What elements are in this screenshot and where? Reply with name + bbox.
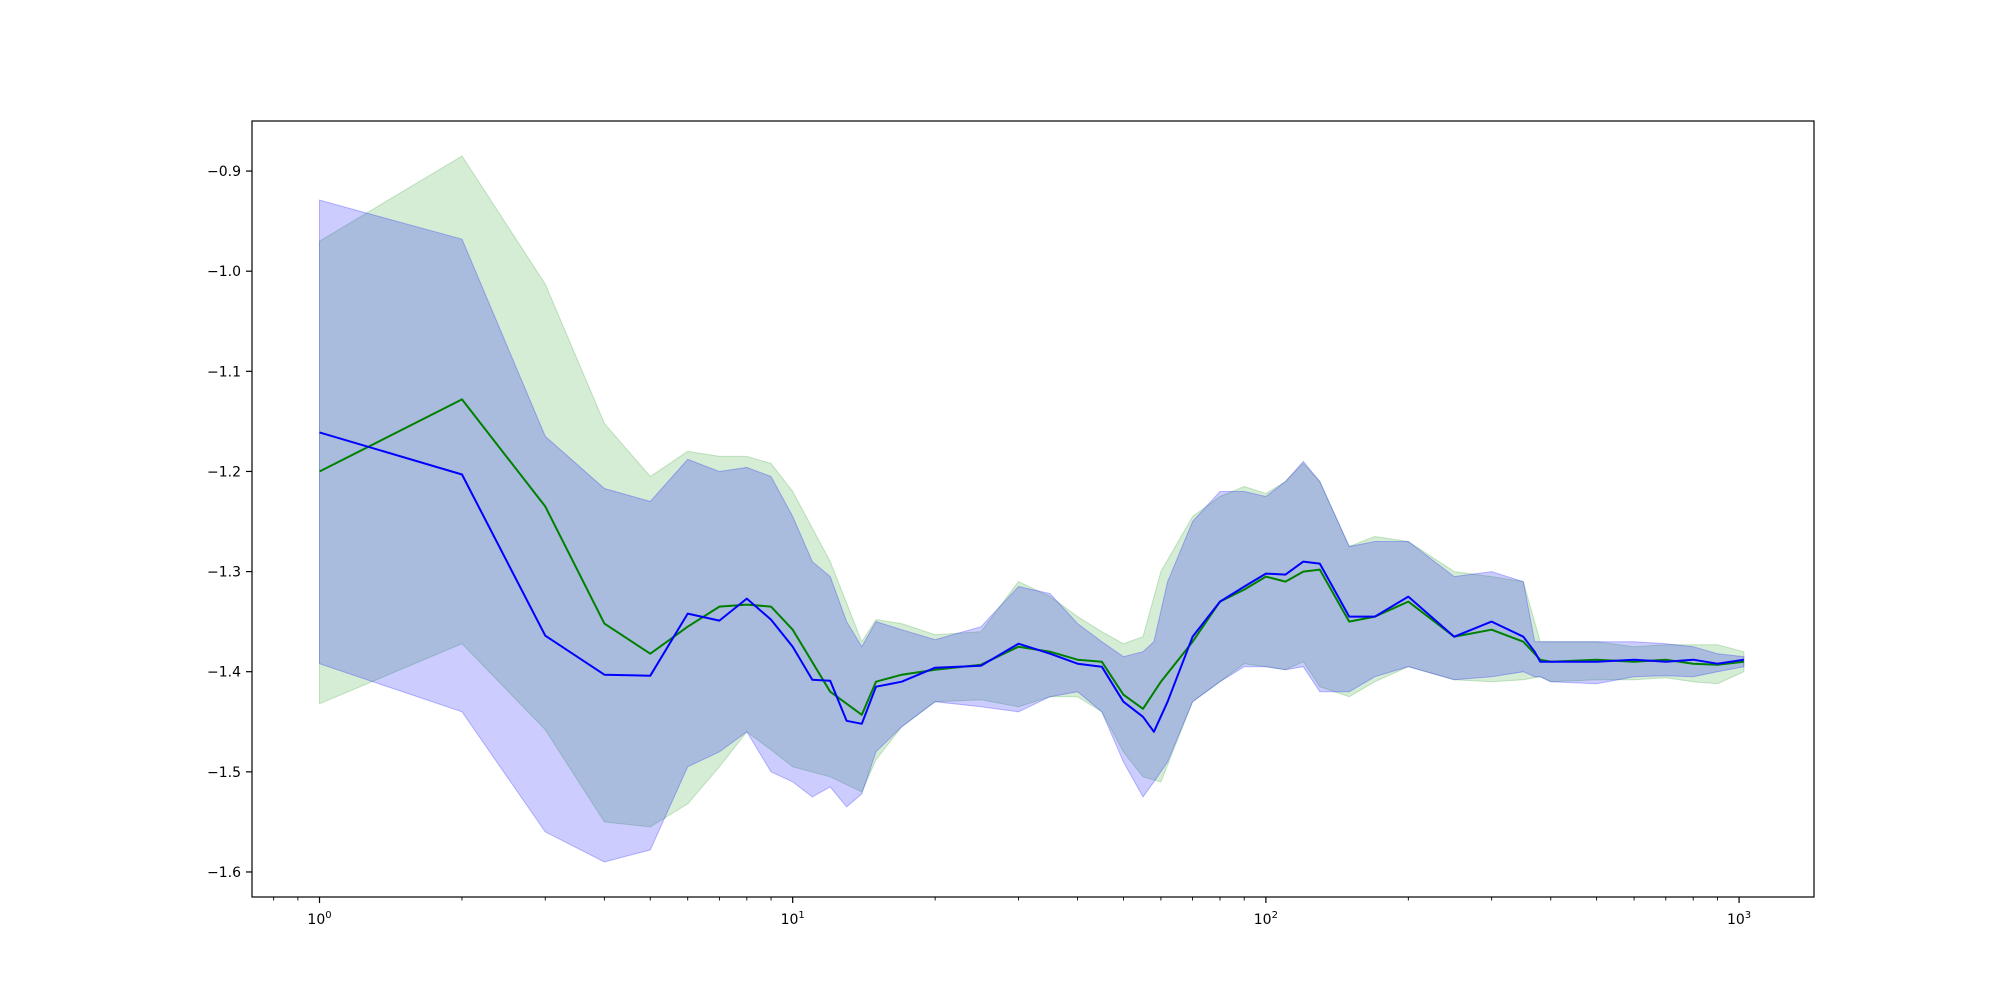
- y-tick-label: −1.6: [207, 865, 241, 881]
- plot-area-frame: [251, 120, 1815, 898]
- series-1-band: [319, 155, 1745, 828]
- y-tick-label: −1.3: [207, 565, 241, 581]
- y-tick-label: −0.9: [207, 164, 241, 180]
- series-2-line: [319, 431, 1745, 733]
- y-tick-label: −1.2: [207, 464, 241, 480]
- y-tick-label: −1.0: [207, 264, 241, 280]
- y-tick-label: −1.1: [207, 364, 241, 380]
- y-tick-label: −1.5: [207, 765, 241, 781]
- x-tick-label: 102: [1254, 910, 1278, 928]
- y-tick-label: −1.4: [207, 665, 241, 681]
- series-2-band: [319, 199, 1745, 863]
- y-axis: −0.9 −1.0 −1.1 −1.2 −1.3 −1.4 −1.5 −1.6: [207, 164, 252, 881]
- x-tick-label: 100: [307, 910, 331, 928]
- x-tick-label: 103: [1727, 910, 1751, 928]
- series-lines: [319, 398, 1745, 733]
- confidence-bands: [319, 155, 1745, 863]
- x-tick-label: 101: [781, 910, 805, 928]
- x-axis: 100 101 102 103: [273, 897, 1751, 928]
